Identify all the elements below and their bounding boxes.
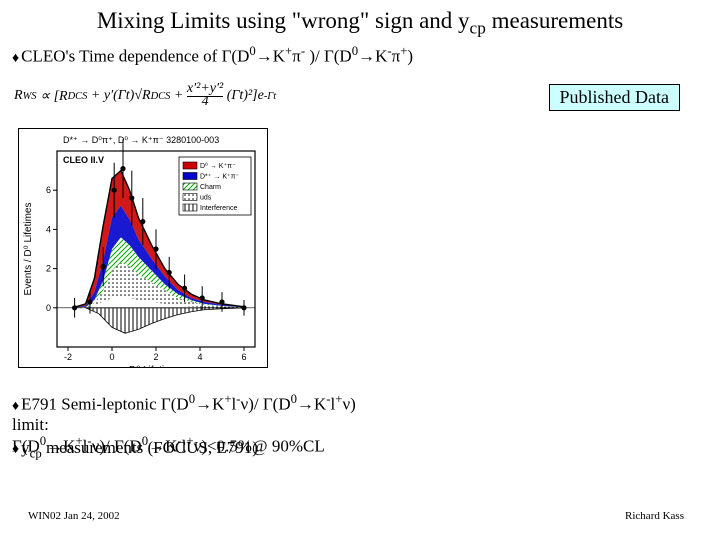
svg-text:4: 4	[197, 352, 202, 362]
svg-text:6: 6	[46, 185, 51, 195]
svg-text:2: 2	[153, 352, 158, 362]
chart-svg: D*⁺ → D⁰π⁺, D⁰ → K⁺π⁻ 3280100-003 CLEO II…	[19, 129, 267, 367]
svg-text:D*⁺ → K⁺π⁻: D*⁺ → K⁺π⁻	[200, 174, 240, 181]
svg-text:6: 6	[241, 352, 246, 362]
svg-text:4: 4	[46, 224, 51, 234]
e791-overlap: Γ(D0→K+l-ν)/ Γ(D0→K-l+ν)<0.5%@ 90%CL ♦yc…	[12, 434, 702, 454]
svg-text:0: 0	[46, 303, 51, 313]
diamond-icon: ♦	[12, 442, 19, 457]
svg-text:uds: uds	[200, 195, 212, 202]
e791-line1: ♦E791 Semi-leptonic Γ(D0→K+l-ν)/ Γ(D0→K-…	[12, 392, 702, 415]
title-suffix: measurements	[486, 8, 623, 33]
page-title: Mixing Limits using "wrong" sign and ycp…	[0, 8, 720, 39]
footer-date: WIN02 Jan 24, 2002	[28, 510, 120, 522]
footer-author: Richard Kass	[625, 510, 684, 522]
bullet-e791: ♦E791 Semi-leptonic Γ(D0→K+l-ν)/ Γ(D0→K-…	[12, 392, 702, 454]
svg-text:Interference: Interference	[200, 205, 237, 212]
svg-text:Charm: Charm	[200, 184, 221, 191]
published-badge: Published Data	[549, 84, 681, 111]
svg-text:Events / D⁰ Lifetimes: Events / D⁰ Lifetimes	[23, 203, 34, 296]
title-prefix: Mixing Limits using "wrong" sign and y	[97, 8, 470, 33]
svg-text:D*⁺ → D⁰π⁺, D⁰ → K⁺π⁻ 3280: D*⁺ → D⁰π⁺, D⁰ → K⁺π⁻ 3280100-003	[63, 135, 219, 145]
bullet-cleo: ♦CLEO's Time dependence of Γ(D0→K+π- )/ …	[12, 44, 413, 67]
svg-text:0: 0	[109, 352, 114, 362]
title-sub: cp	[470, 19, 486, 38]
svg-text:-2: -2	[64, 352, 72, 362]
svg-text:2: 2	[46, 264, 51, 274]
formula: RWS ∝ [RDCS + y′(Γt)√RDCS + x′²+y′²4 (Γt…	[14, 76, 354, 116]
diamond-icon: ♦	[12, 399, 19, 414]
svg-text:CLEO II.V: CLEO II.V	[63, 155, 104, 165]
svg-text:D⁰ → K⁺π⁻: D⁰ → K⁺π⁻	[200, 162, 236, 170]
svg-text:D⁰ Lifetimes: D⁰ Lifetimes	[129, 365, 183, 367]
e791-line2: limit:	[12, 415, 702, 435]
lifetime-chart: D*⁺ → D⁰π⁺, D⁰ → K⁺π⁻ 3280100-003 CLEO II…	[18, 128, 268, 368]
diamond-icon: ♦	[12, 51, 19, 66]
